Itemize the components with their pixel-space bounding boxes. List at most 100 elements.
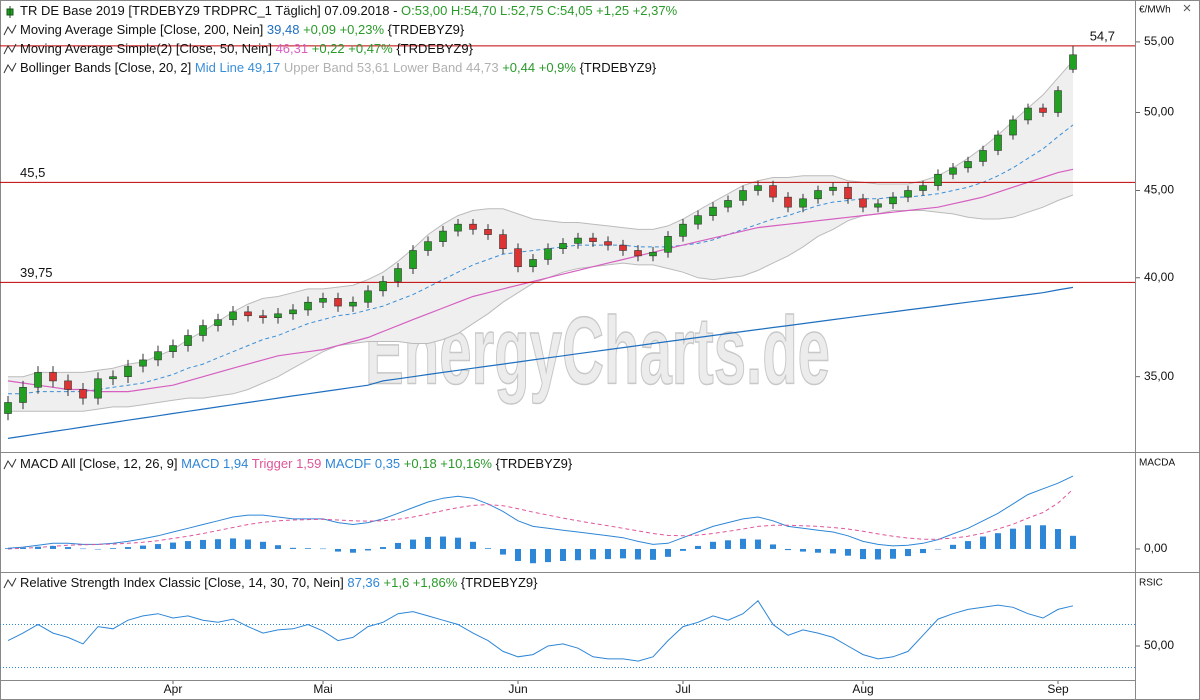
candle-body: [424, 241, 432, 251]
candle-body: [634, 250, 642, 257]
candle-body: [379, 281, 387, 292]
level-label: 54,7: [1090, 28, 1115, 43]
ma-line: [7, 286, 1074, 439]
histogram-bar: [365, 548, 371, 551]
histogram-bar: [215, 539, 221, 549]
candle-body: [49, 372, 57, 382]
band-area: [8, 60, 1073, 412]
histogram-bar: [935, 548, 941, 550]
candle-body: [1069, 54, 1077, 70]
candle-body: [904, 190, 912, 198]
series-value: 46,31: [276, 41, 309, 56]
series-symbol: {TRDEBYZ9}: [461, 575, 538, 590]
histogram-bar: [1025, 525, 1031, 549]
series-change: +0,22 +0,47%: [312, 41, 393, 56]
histogram-bar: [710, 541, 716, 549]
candle-body: [844, 186, 852, 200]
legend: TR DE Base 2019 [TRDEBYZ9 TRDPRC_1 Tägli…: [3, 3, 678, 590]
histogram-bar: [350, 548, 356, 553]
candle-body: [349, 301, 357, 307]
legend-icon: [3, 458, 17, 470]
y-tick-label: 40,00: [1144, 270, 1174, 284]
histogram-bar: [410, 539, 416, 549]
candle-body: [724, 200, 732, 208]
macd-line: [7, 475, 1074, 549]
x-tick-label: Apr: [164, 682, 183, 696]
histogram-bar: [395, 542, 401, 549]
histogram-bar: [425, 536, 431, 549]
histogram-bar: [320, 548, 326, 550]
histogram-bar: [965, 541, 971, 549]
histogram-bar: [800, 548, 806, 552]
candle-body: [199, 325, 207, 336]
candle-body: [544, 248, 552, 260]
candle-body: [109, 376, 117, 380]
band-value: 53,61: [357, 60, 390, 75]
level-label: 39,75: [20, 265, 53, 280]
histogram-bar: [290, 547, 296, 549]
candle-body: [259, 315, 267, 318]
candle-body: [439, 230, 447, 242]
candle-body: [214, 319, 222, 326]
candle-body: [649, 251, 657, 257]
background-layer: EnergyCharts.de: [8, 60, 1073, 412]
histogram-bar: [635, 548, 641, 560]
candle-body: [304, 301, 312, 311]
histogram-bar: [20, 547, 26, 549]
histogram-bar: [275, 545, 281, 549]
series-symbol: {TRDEBYZ9}: [580, 60, 657, 75]
histogram-bar: [80, 548, 86, 550]
histogram-bar: [620, 548, 626, 559]
histogram-bar: [305, 548, 311, 549]
histogram-bar: [590, 548, 596, 560]
candle-body: [859, 198, 867, 208]
candle-body: [244, 311, 252, 317]
candle-body: [19, 387, 27, 403]
axis-label: RSIC: [1139, 578, 1163, 589]
histogram-bar: [605, 548, 611, 560]
candle-body: [499, 234, 507, 250]
close-icon[interactable]: [1183, 4, 1191, 12]
histogram-bar: [890, 548, 896, 559]
candle-body: [739, 190, 747, 201]
candle-body: [1039, 107, 1047, 113]
histogram-bar: [575, 548, 581, 561]
histogram-bar: [380, 547, 386, 549]
y-tick-label: 50,00: [1144, 105, 1174, 119]
panel-title: MACD All [Close, 12, 26, 9]: [20, 456, 178, 471]
histogram-bar: [920, 548, 926, 554]
candle-body: [1009, 119, 1017, 136]
series-name: Bollinger Bands [Close, 20, 2]: [20, 60, 191, 75]
candle-body: [154, 351, 162, 361]
legend-icon: [3, 62, 17, 74]
candle-body: [664, 236, 672, 253]
legend-entry: MACD All [Close, 12, 26, 9] MACD 1,94 Tr…: [20, 456, 573, 471]
series-name: MACDF: [325, 456, 371, 471]
candle-body: [919, 185, 927, 191]
candle-body: [169, 345, 177, 352]
title: TR DE Base 2019 [TRDEBYZ9 TRDPRC_1 Tägli…: [20, 3, 397, 18]
series-value: 87,36: [347, 575, 380, 590]
candle-body: [514, 248, 522, 268]
candle-body: [619, 244, 627, 251]
candle-body: [1024, 107, 1032, 121]
series-symbol: {TRDEBYZ9}: [396, 41, 473, 56]
y-tick-label: 0,00: [1144, 541, 1168, 555]
histogram-bar: [650, 548, 656, 560]
candle-body: [94, 378, 102, 399]
candle-body: [1054, 90, 1062, 113]
candle-body: [829, 186, 837, 191]
histogram-bar: [50, 545, 56, 549]
legend-entry: Bollinger Bands [Close, 20, 2] Mid Line …: [20, 60, 657, 75]
histogram-bar: [95, 548, 101, 550]
histogram-bar: [1010, 528, 1016, 549]
candle-body: [979, 150, 987, 162]
legend-icon: [6, 6, 14, 18]
histogram-bar: [680, 548, 686, 551]
legend-entry: Moving Average Simple(2) [Close, 50, Nei…: [20, 41, 474, 56]
candle-body: [604, 241, 612, 246]
histogram-bar: [1040, 525, 1046, 549]
series-change: +1,6 +1,86%: [384, 575, 458, 590]
band-name: Lower Band: [393, 60, 462, 75]
